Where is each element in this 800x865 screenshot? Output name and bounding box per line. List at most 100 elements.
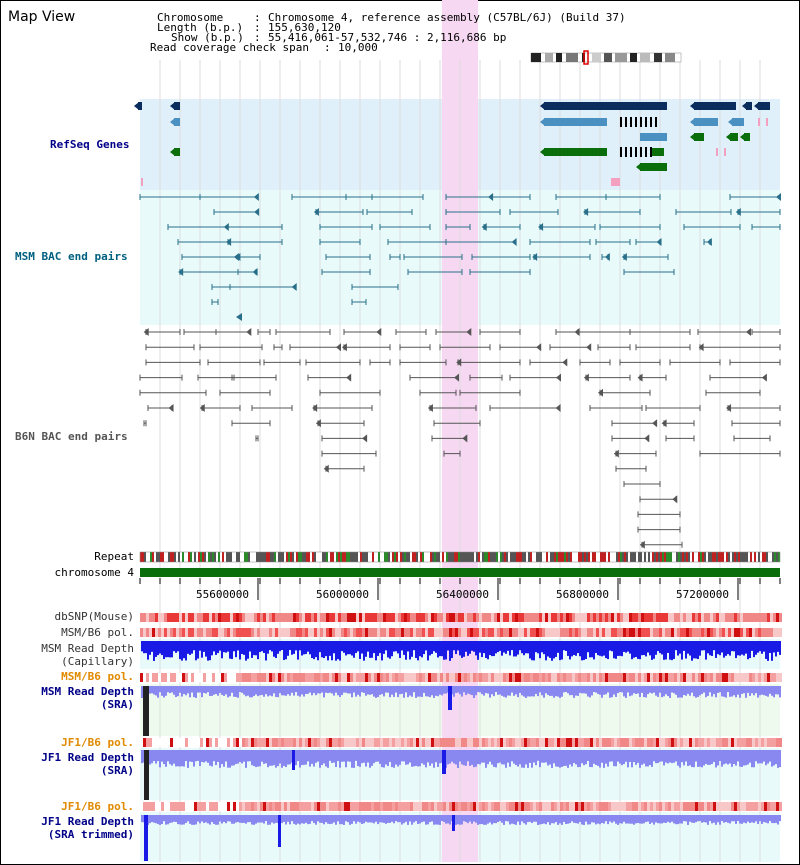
- ruler-tick-label: 55600000: [196, 588, 249, 601]
- pol-heat-cell: [140, 673, 143, 682]
- pol-heat-cell: [776, 802, 779, 811]
- depth-bar: [651, 641, 653, 660]
- depth-bar: [553, 686, 555, 698]
- pol-heat-cell: [236, 738, 239, 747]
- depth-bar: [247, 641, 249, 659]
- depth-bar: [277, 641, 279, 654]
- repeat-mark: [356, 552, 358, 562]
- depth-bar: [711, 641, 713, 656]
- msm-b6-pol-2-label[interactable]: MSM/B6 pol.: [61, 670, 134, 683]
- depth-spike: [292, 750, 295, 770]
- depth-bar: [599, 750, 601, 768]
- repeat-mark: [542, 552, 544, 562]
- pol-heat-cell: [494, 802, 497, 811]
- depth-bar: [227, 750, 229, 768]
- repeat-mark: [502, 552, 504, 562]
- jf1-depth-sra-label[interactable]: JF1 Read Depth: [41, 751, 134, 764]
- pol-heat-cell: [161, 738, 164, 747]
- depth-spike: [144, 750, 149, 800]
- pol-heat-cell: [638, 628, 641, 637]
- depth-bar: [333, 686, 335, 696]
- jf1-b6-pol-2-label[interactable]: JF1/B6 pol.: [61, 800, 134, 813]
- depth-bar: [307, 686, 309, 694]
- pol-heat-cell: [197, 738, 200, 747]
- depth-bar: [621, 686, 623, 693]
- depth-bar: [495, 641, 497, 654]
- depth-bar: [521, 641, 523, 654]
- msm-depth-capillary-label[interactable]: MSM Read Depth: [41, 642, 134, 655]
- chromosome-label[interactable]: chromosome 4: [54, 566, 134, 579]
- repeat-mark: [438, 552, 440, 562]
- pol-heat-cell: [668, 738, 671, 747]
- repeat-mark: [262, 552, 264, 562]
- depth-bar: [205, 686, 207, 694]
- pol-heat-cell: [680, 673, 683, 682]
- depth-bar: [257, 686, 259, 697]
- msm-depth-sra-label[interactable]: MSM Read Depth: [41, 685, 134, 698]
- pol-heat-cell: [623, 628, 626, 637]
- pol-heat-cell: [347, 802, 350, 811]
- repeat-mark: [358, 552, 360, 562]
- depth-bar: [245, 750, 247, 768]
- depth-bar: [423, 686, 425, 693]
- depth-bar: [161, 686, 163, 696]
- depth-bar: [325, 641, 327, 657]
- msm-bac-label[interactable]: MSM BAC end pairs: [15, 250, 128, 263]
- pol-heat-cell: [329, 673, 332, 682]
- pol-heat-cell: [614, 673, 617, 682]
- jf1-b6-pol-label[interactable]: JF1/B6 pol.: [61, 736, 134, 749]
- depth-bar: [769, 686, 771, 694]
- depth-bar: [743, 686, 745, 694]
- depth-bar: [385, 815, 387, 824]
- pol-heat-cell: [269, 738, 272, 747]
- depth-bar: [513, 750, 515, 764]
- gene-pink: [766, 118, 768, 126]
- depth-bar: [245, 815, 247, 824]
- repeat-mark: [768, 552, 770, 562]
- bac-arrow: [604, 253, 610, 261]
- pol-heat-cell: [236, 613, 239, 622]
- pol-heat-cell: [671, 628, 674, 637]
- depth-bar: [383, 750, 385, 768]
- pol-heat-cell: [362, 673, 365, 682]
- depth-bar: [625, 750, 627, 762]
- repeat-mark: [680, 552, 682, 562]
- repeat-label[interactable]: Repeat: [94, 550, 134, 563]
- depth-bar: [203, 686, 205, 694]
- pol-heat-cell: [683, 628, 686, 637]
- depth-bar: [181, 641, 183, 661]
- depth-bar: [171, 750, 173, 766]
- depth-bar: [407, 686, 409, 698]
- depth-bar: [349, 641, 351, 655]
- repeat-mark: [290, 552, 292, 562]
- depth-bar: [611, 815, 613, 823]
- pol-heat-cell: [593, 738, 596, 747]
- depth-bar: [269, 815, 271, 825]
- pol-heat-cell: [572, 738, 575, 747]
- depth-bar: [755, 641, 757, 655]
- show-value: 55,416,061-57,532,746 : 2,116,686 bp: [268, 31, 507, 44]
- b6n-bac-label[interactable]: B6N BAC end pairs: [15, 430, 128, 443]
- repeat-mark: [756, 552, 758, 562]
- repeat-mark: [726, 552, 728, 562]
- repeat-mark: [346, 552, 348, 562]
- refseq-genes-label[interactable]: RefSeq Genes: [50, 138, 130, 151]
- depth-bar: [755, 815, 757, 822]
- depth-bar: [745, 750, 747, 766]
- depth-bar: [399, 686, 401, 695]
- pol-heat-cell: [584, 673, 587, 682]
- pol-heat-cell: [230, 802, 233, 811]
- jf1-depth-trimmed-sub: (SRA trimmed): [47, 828, 134, 841]
- jf1-depth-trimmed-label[interactable]: JF1 Read Depth: [41, 815, 134, 828]
- msm-b6-pol-label[interactable]: MSM/B6 pol.: [61, 626, 134, 639]
- depth-bar: [689, 750, 691, 766]
- depth-bar: [693, 641, 695, 659]
- pol-heat-cell: [434, 802, 437, 811]
- dbsnp-label[interactable]: dbSNP(Mouse): [54, 610, 134, 623]
- depth-bar: [429, 641, 431, 656]
- pol-heat-cell: [176, 738, 179, 747]
- repeat-mark: [460, 552, 462, 562]
- pol-heat-cell: [188, 673, 191, 682]
- depth-bar: [649, 750, 651, 765]
- pol-heat-cell: [509, 802, 512, 811]
